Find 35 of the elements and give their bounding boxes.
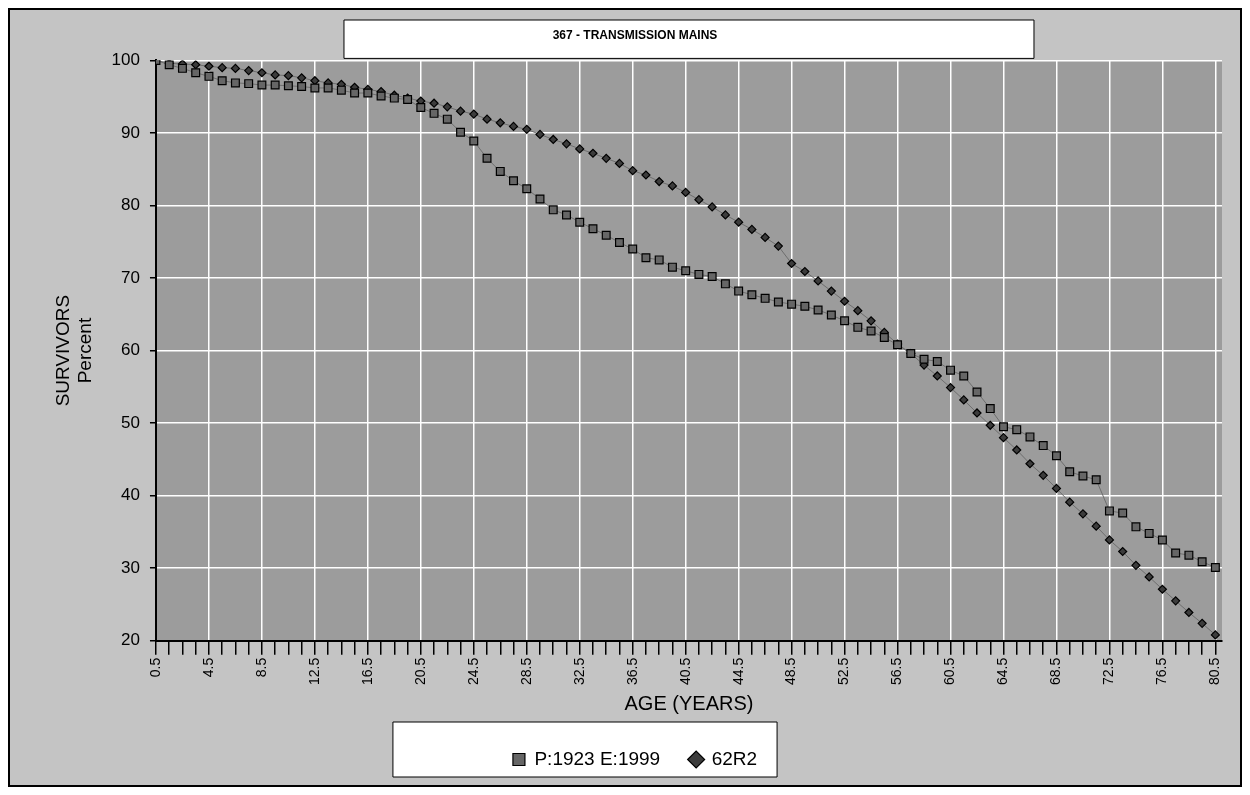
chart-title: 367 - TRANSMISSION MAINS bbox=[552, 27, 718, 42]
y-tick-label: 80 bbox=[121, 195, 140, 215]
x-tick-label: 52.5 bbox=[835, 657, 852, 685]
x-tick-label: 0.5 bbox=[146, 657, 163, 678]
x-tick-label: 48.5 bbox=[782, 657, 799, 685]
x-tick-label: 40.5 bbox=[676, 657, 693, 685]
y-axis-title: SURVIVORS Percent bbox=[51, 294, 96, 407]
x-tick-label: 72.5 bbox=[1100, 657, 1117, 685]
x-tick-label: 68.5 bbox=[1047, 657, 1064, 685]
x-tick-label: 44.5 bbox=[729, 657, 746, 685]
x-tick-label: 36.5 bbox=[623, 657, 640, 685]
x-tick-label: 28.5 bbox=[517, 657, 534, 685]
x-tick-label: 60.5 bbox=[941, 657, 958, 685]
y-tick-label: 60 bbox=[121, 340, 140, 360]
y-tick-label: 100 bbox=[111, 50, 140, 70]
x-tick-label: 56.5 bbox=[888, 657, 905, 685]
x-tick-label: 24.5 bbox=[464, 657, 481, 685]
x-tick-label: 8.5 bbox=[252, 657, 269, 678]
x-tick-label: 4.5 bbox=[199, 657, 216, 678]
x-tick-label: 80.5 bbox=[1206, 657, 1223, 685]
legend-label: 62R2 bbox=[711, 747, 758, 769]
y-tick-label: 40 bbox=[121, 485, 140, 505]
x-tick-label: 16.5 bbox=[358, 657, 375, 685]
y-tick-label: 30 bbox=[121, 557, 140, 577]
y-tick-label: 90 bbox=[121, 122, 140, 142]
x-axis-title: AGE (YEARS) bbox=[624, 691, 754, 714]
y-tick-label: 70 bbox=[121, 267, 140, 287]
x-tick-label: 12.5 bbox=[305, 657, 322, 685]
x-tick-label: 32.5 bbox=[570, 657, 587, 685]
x-tick-label: 20.5 bbox=[411, 657, 428, 685]
y-tick-label: 20 bbox=[121, 630, 140, 650]
y-tick-label: 50 bbox=[121, 412, 140, 432]
legend-label: P:1923 E:1999 bbox=[534, 747, 661, 769]
x-tick-label: 76.5 bbox=[1153, 657, 1170, 685]
x-tick-label: 64.5 bbox=[994, 657, 1011, 685]
